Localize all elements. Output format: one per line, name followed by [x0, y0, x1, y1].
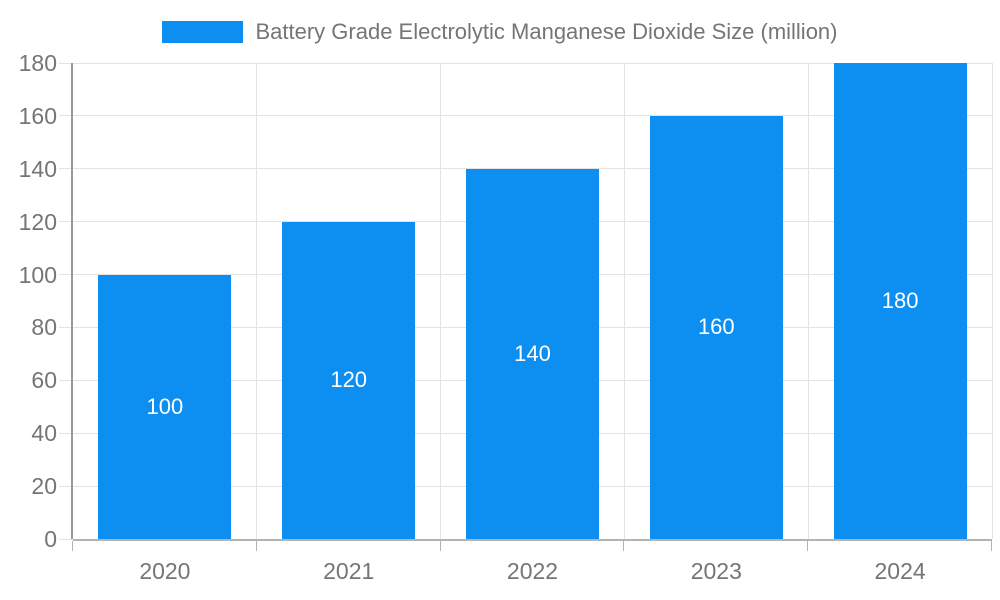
bar-2020: 100: [98, 274, 232, 539]
legend-swatch: [162, 21, 244, 43]
y-axis-tick: [59, 326, 73, 328]
y-axis-tick: [59, 168, 73, 170]
x-axis-tick: [255, 541, 257, 551]
y-axis-tick: [59, 432, 73, 434]
x-gridline: [256, 63, 258, 539]
y-axis-label: 100: [18, 261, 57, 288]
bar-value-label: 100: [146, 393, 184, 419]
y-axis-label: 160: [18, 102, 57, 129]
x-axis-label: 2023: [690, 558, 742, 584]
x-axis-tick: [991, 541, 992, 551]
y-axis-label: 80: [31, 314, 57, 341]
x-gridline: [623, 63, 625, 539]
x-axis-label: 2022: [506, 558, 559, 584]
x-axis-tick: [623, 541, 625, 551]
y-axis-tick: [59, 538, 73, 540]
x-gridline: [440, 63, 442, 539]
y-axis-tick: [59, 379, 73, 381]
y-axis-label: 0: [44, 526, 57, 552]
x-axis-label: 2020: [139, 558, 191, 584]
y-axis-tick: [59, 274, 73, 276]
y-axis-line: [71, 63, 73, 539]
x-gridline: [991, 63, 993, 539]
bar-value-label: 120: [330, 367, 368, 393]
y-axis-label: 180: [18, 50, 57, 76]
bar-2022: 140: [466, 168, 599, 539]
x-axis-tick: [807, 541, 809, 551]
x-axis-label: 2024: [874, 558, 926, 584]
bar-2024: 180: [833, 63, 967, 539]
y-axis-tick: [59, 221, 73, 223]
y-gridline: [73, 62, 992, 64]
y-axis-tick: [59, 485, 73, 487]
bar-value-label: 140: [514, 340, 551, 366]
y-axis-label: 40: [31, 420, 57, 447]
x-axis-line: [73, 539, 992, 541]
x-axis-tick: [439, 541, 441, 551]
y-axis-label: 120: [18, 208, 57, 235]
chart-legend[interactable]: Battery Grade Electrolytic Manganese Dio…: [0, 18, 1000, 46]
bar-2023: 160: [649, 115, 783, 539]
bar-value-label: 180: [881, 288, 919, 313]
x-axis-tick: [72, 541, 73, 551]
y-axis-label: 20: [31, 473, 57, 500]
legend-label: Battery Grade Electrolytic Manganese Dio…: [255, 19, 838, 44]
x-axis-label: 2021: [323, 558, 375, 584]
y-gridline: [73, 115, 992, 117]
y-axis-label: 60: [31, 367, 57, 394]
y-axis-tick: [59, 115, 73, 117]
y-axis-label: 140: [18, 155, 57, 182]
bar-2021: 120: [282, 221, 416, 539]
y-axis-tick: [59, 62, 73, 64]
bar-value-label: 160: [697, 314, 735, 340]
x-gridline: [807, 63, 809, 539]
